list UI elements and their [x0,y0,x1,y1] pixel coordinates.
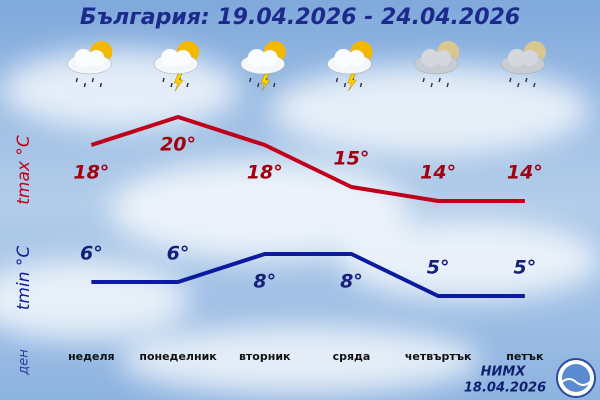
data-label: 15° [333,148,369,170]
cloud [261,50,278,66]
weather-icon [153,41,200,92]
data-label: 5° [427,257,450,279]
source: НИМХ [481,365,527,380]
raindrop [359,82,363,88]
raindrop [162,77,165,83]
y2-axis-label: tmin °C [14,246,34,311]
weather-icon [67,41,113,88]
cloud [421,49,440,67]
data-label: 14° [507,162,543,184]
raindrop [430,82,433,88]
cloud [507,49,526,67]
raindrop [75,77,79,83]
x-tick-label: неделя [68,350,115,363]
raindrop [438,77,441,83]
data-label: 6° [167,243,190,265]
weather-icon [413,41,460,88]
cloud [247,49,266,67]
chart-title: България: 19.04.2026 - 24.04.2026 [80,5,520,30]
data-label: 8° [253,271,276,293]
raindrop [170,82,173,88]
series-line [90,115,525,203]
raindrop [517,82,520,88]
data-label: 5° [513,257,536,279]
raindrop [273,82,276,88]
raindrop [533,82,536,88]
data-label: 20° [160,134,196,156]
x-tick-label: понеделник [139,350,217,363]
data-label: 14° [420,162,456,184]
data-label: 6° [80,243,103,265]
cloud [348,50,365,66]
x-tick-label: вторник [239,350,291,363]
raindrop [186,82,189,88]
x-axis-label: ден [17,349,32,376]
data-label: 18° [73,162,109,184]
data-label: 18° [247,162,283,184]
cloud [161,49,180,67]
raindrop [91,77,95,83]
cloud [175,50,192,66]
lightning [347,73,357,92]
issued-date: 18.04.2026 [464,381,546,396]
cloud [88,50,105,66]
raindrop [99,82,103,88]
logo [556,358,596,398]
lightning [260,73,271,92]
cloud [521,50,538,66]
raindrop [525,77,528,83]
raindrop [83,82,87,88]
x-tick-label: петък [506,350,544,363]
x-tick-label: четвъртък [405,350,472,363]
cloud [334,49,353,67]
x-tick-label: сряда [333,350,371,363]
weather-icon [240,41,286,92]
lightning [173,73,184,92]
series-line [91,252,525,298]
data-label: 8° [340,271,363,293]
weather-icon [327,41,373,92]
weather-icon [500,41,546,88]
raindrop [249,77,252,83]
cloud [74,49,93,67]
raindrop [343,82,347,88]
raindrop [509,77,512,83]
raindrop [335,77,339,83]
raindrop [257,82,260,88]
cloud [435,50,452,66]
raindrop [446,82,449,88]
raindrop [422,77,425,83]
y-axis-label: tmax °C [14,135,34,205]
